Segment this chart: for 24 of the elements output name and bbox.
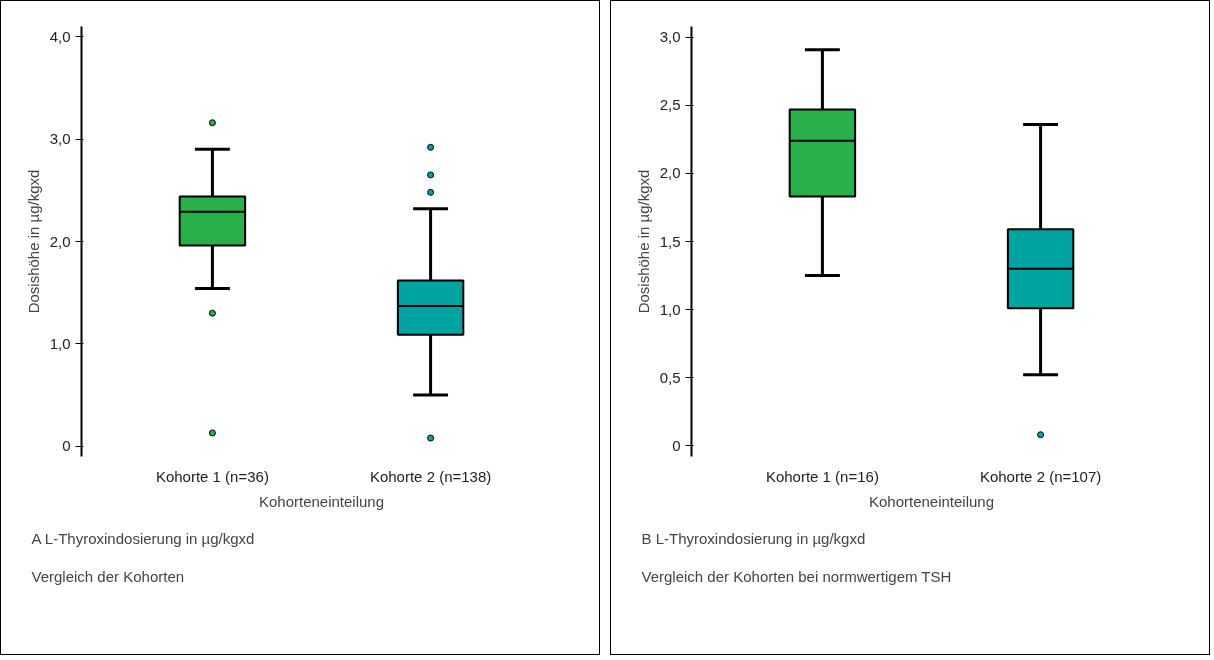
- y-tick-label: 4,0: [49, 27, 71, 45]
- x-axis-title: Kohorteneinteilung: [258, 492, 385, 510]
- y-tick-label: 2,0: [659, 164, 681, 182]
- y-tick-label: 1,0: [49, 334, 71, 352]
- x-tick-label: Kohorte 1 (n=16): [765, 467, 879, 485]
- y-tick-label: 2,5: [659, 96, 681, 114]
- text: Vergleich der Kohorten: [31, 567, 185, 585]
- y-tick-label: 3,0: [49, 130, 71, 148]
- y-tick-label: 0: [62, 437, 71, 455]
- text: Vergleich der Kohorten bei normwertigem TSH: [641, 567, 952, 585]
- y-tick-label: 2,0: [49, 232, 71, 250]
- y-axis-title: Dosishöhe in µg/kgxd: [634, 169, 652, 314]
- y-tick-label: 1,0: [659, 300, 681, 318]
- text: B L-Thyroxindosierung in µg/kgxd: [641, 529, 866, 547]
- x-tick-label: Kohorte 1 (n=36): [155, 467, 269, 485]
- y-axis-title: Dosishöhe in µg/kgxd: [24, 169, 42, 314]
- x-tick-label: Kohorte 2 (n=138): [369, 467, 492, 485]
- y-tick-label: 0,5: [659, 368, 681, 386]
- y-tick-label: 3,0: [659, 28, 681, 46]
- x-axis-title: Kohorteneinteilung: [868, 492, 995, 510]
- y-tick-label: 0: [672, 436, 681, 454]
- x-tick-label: Kohorte 2 (n=107): [979, 467, 1102, 485]
- text: A L-Thyroxindosierung in µg/kgxd: [31, 529, 255, 547]
- y-tick-label: 1,5: [659, 232, 681, 250]
